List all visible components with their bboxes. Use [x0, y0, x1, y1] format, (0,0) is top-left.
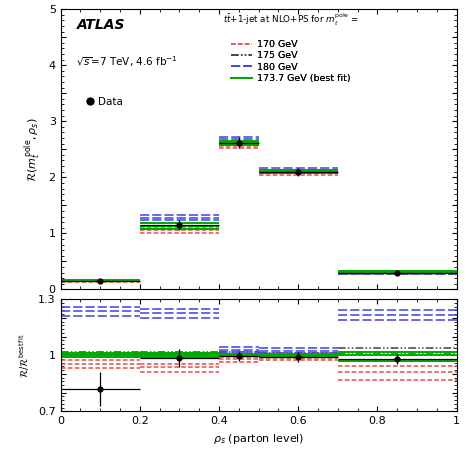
- Text: $\sqrt{s}$=7 TeV, 4.6 fb$^{-1}$: $\sqrt{s}$=7 TeV, 4.6 fb$^{-1}$: [76, 54, 178, 69]
- Text: $t\bar{t}$+1-jet at NLO+PS for $m_t^{\rm pole}$ =: $t\bar{t}$+1-jet at NLO+PS for $m_t^{\rm…: [223, 12, 359, 28]
- Y-axis label: $\mathcal{R} / \mathcal{R}^{\rm best\, fit}$: $\mathcal{R} / \mathcal{R}^{\rm best\, f…: [18, 333, 33, 377]
- X-axis label: $\rho_s$ (parton level): $\rho_s$ (parton level): [213, 432, 304, 446]
- Text: ATLAS: ATLAS: [76, 17, 125, 32]
- Legend: 170 GeV, 175 GeV, 180 GeV, 173.7 GeV (best fit): 170 GeV, 175 GeV, 180 GeV, 173.7 GeV (be…: [228, 36, 354, 87]
- Y-axis label: $\mathcal{R}(m_t^{\rm pole}, \rho_s)$: $\mathcal{R}(m_t^{\rm pole}, \rho_s)$: [22, 117, 43, 181]
